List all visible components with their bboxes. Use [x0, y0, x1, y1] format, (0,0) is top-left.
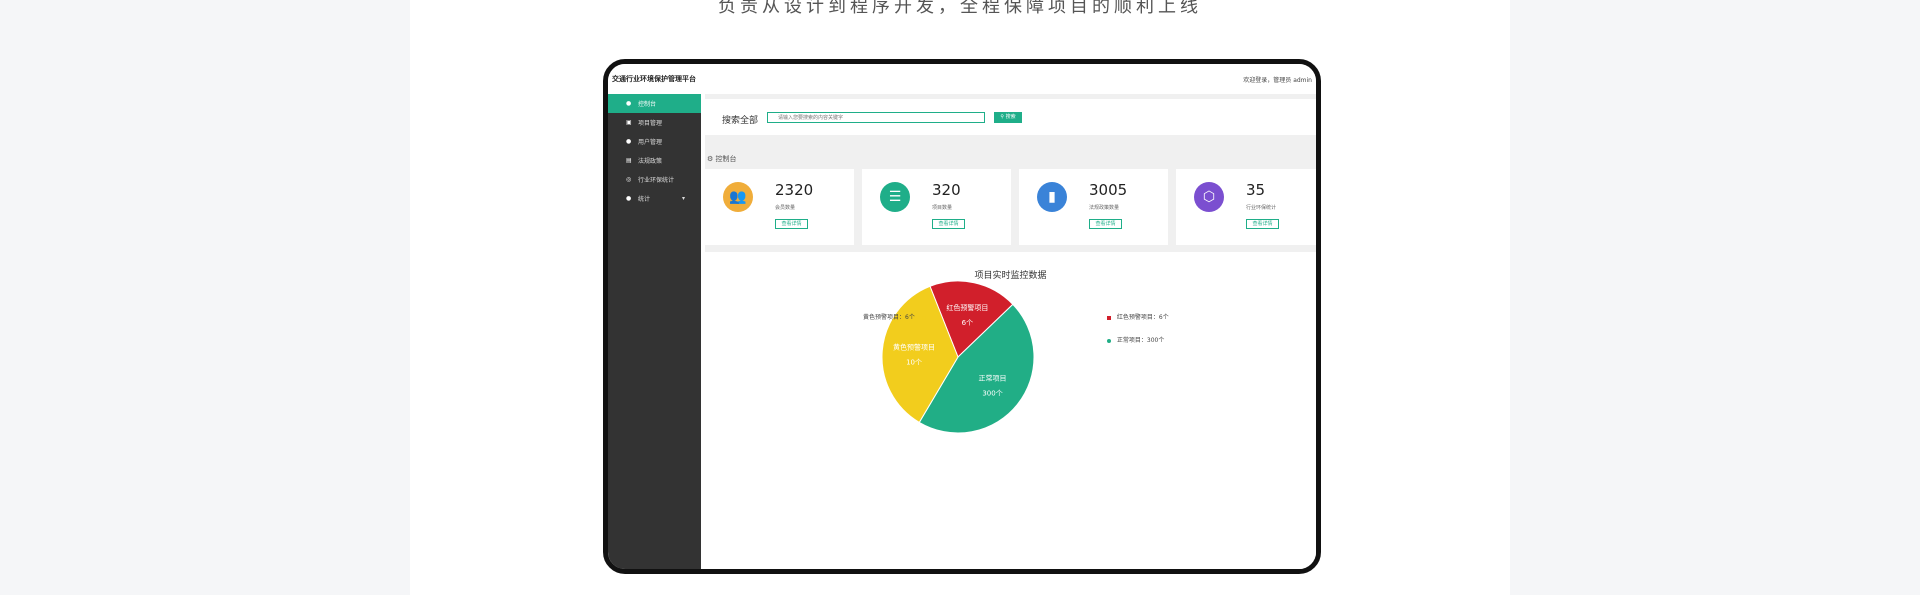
view-details-button[interactable]: 查看详情	[1246, 219, 1279, 229]
sidebar-item-users[interactable]: ● 用户管理	[608, 132, 701, 151]
sidebar-item-label: 统计	[638, 196, 651, 203]
search-input[interactable]	[767, 112, 985, 123]
search-label: 搜索全部	[722, 116, 759, 126]
stat-value: 320	[932, 181, 961, 199]
welcome-text: 欢迎登录，管理员 admin	[1243, 77, 1312, 84]
chart-icon: ◎	[626, 176, 632, 183]
chevron-down-icon[interactable]: ▾	[681, 195, 685, 202]
pie-slice-count: 10个	[906, 359, 922, 367]
user-icon: ●	[626, 138, 632, 145]
search-button-label: 搜索	[1005, 114, 1016, 120]
main-content: 搜索全部 ⚲ 搜索 ⚙ 控制台 👥 2320 会员数量 查看详情 ☰ 320 项…	[705, 94, 1316, 569]
stat-value: 2320	[775, 181, 814, 199]
legend-yellow: 黄色预警项目：6个	[863, 312, 926, 321]
stat-label: 行业环保统计	[1246, 205, 1277, 211]
search-button[interactable]: ⚲ 搜索	[994, 112, 1022, 123]
sidebar-item-stats[interactable]: ● 统计 ▾	[608, 189, 701, 208]
folder-icon: ▣	[626, 119, 632, 126]
chart-title: 项目实时监控数据	[974, 271, 1047, 281]
stat-value: 35	[1246, 181, 1266, 199]
stat-card-policies: ▮ 3005 法规政策数量 查看详情	[1019, 169, 1168, 245]
pie-slice-count: 300个	[982, 389, 1002, 397]
view-details-button[interactable]: 查看详情	[1089, 219, 1122, 229]
gear-icon: ⚙	[707, 155, 714, 163]
sidebar-item-label: 法规政策	[638, 158, 663, 165]
users-icon: 👥	[723, 182, 753, 212]
pie-slice-label: 黄色预警项目	[893, 343, 935, 352]
legend-green: 正常项目：300个	[1107, 335, 1164, 344]
search-bar: 搜索全部 ⚲ 搜索	[705, 99, 1316, 135]
sidebar-item-label: 项目管理	[638, 120, 663, 127]
stat-label: 项目数量	[932, 205, 953, 211]
breadcrumb-label: 控制台	[715, 155, 737, 163]
pie-slice-label: 正常项目	[979, 373, 1007, 382]
sidebar-item-label: 用户管理	[638, 139, 663, 146]
cube-icon: ⬡	[1194, 182, 1224, 212]
dashboard-icon: ●	[626, 100, 632, 107]
search-icon: ⚲	[1000, 114, 1005, 120]
book-icon: ▤	[626, 157, 632, 164]
top-bar: 交通行业环境保护管理平台 欢迎登录，管理员 admin	[608, 64, 1316, 94]
book-icon: ▮	[1037, 182, 1067, 212]
sidebar-item-projects[interactable]: ▣ 项目管理	[608, 113, 701, 132]
legend-red: 红色预警项目：6个	[1107, 312, 1169, 321]
pie-slice-label: 红色预警项目	[946, 303, 988, 312]
stat-value: 3005	[1089, 181, 1128, 199]
breadcrumb: ⚙ 控制台	[707, 154, 737, 164]
stat-card-projects: ☰ 320 项目数量 查看详情	[862, 169, 1011, 245]
view-details-button[interactable]: 查看详情	[775, 219, 808, 229]
stat-label: 法规政策数量	[1089, 205, 1120, 211]
pie-slice-green[interactable]	[918, 303, 1035, 434]
page-headline: 负责从设计到程序开发，全程保障项目的顺利上线	[718, 0, 1202, 17]
list-icon: ☰	[880, 182, 910, 212]
legend-dot-icon	[921, 315, 926, 320]
sidebar-item-env-stats[interactable]: ◎ 行业环保统计	[608, 170, 701, 189]
info-icon: ●	[626, 195, 632, 202]
app-title: 交通行业环境保护管理平台	[612, 75, 696, 83]
view-details-button[interactable]: 查看详情	[932, 219, 965, 229]
pie-slice-yellow[interactable]	[881, 285, 959, 424]
pie-slice-count: 6个	[962, 319, 973, 327]
sidebar: ● 控制台 ▣ 项目管理 ● 用户管理 ▤ 法规政策 ◎ 行业环保统计 ● 统计…	[608, 94, 701, 569]
device-frame: 交通行业环境保护管理平台 欢迎登录，管理员 admin ● 控制台 ▣ 项目管理…	[603, 59, 1321, 574]
sidebar-item-dashboard[interactable]: ● 控制台	[608, 94, 701, 113]
sidebar-item-label: 控制台	[638, 101, 657, 108]
legend-dot-icon	[1107, 315, 1111, 320]
chart-card: 项目实时监控数据 红色预警项目 6个正常项目 300个 黄色预警项目 10个 黄色预警项…	[705, 252, 1316, 569]
sidebar-item-policies[interactable]: ▤ 法规政策	[608, 151, 701, 170]
stat-card-env-stats: ⬡ 35 行业环保统计 查看详情	[1176, 169, 1316, 245]
stat-card-members: 👥 2320 会员数量 查看详情	[705, 169, 854, 245]
legend-dot-icon	[1107, 338, 1111, 343]
stat-label: 会员数量	[775, 205, 796, 211]
sidebar-item-label: 行业环保统计	[638, 177, 675, 184]
